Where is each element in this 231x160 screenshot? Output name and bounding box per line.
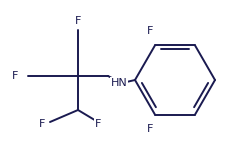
Text: F: F xyxy=(75,16,81,26)
Text: HN: HN xyxy=(111,78,127,88)
Text: F: F xyxy=(95,119,101,129)
Text: F: F xyxy=(39,119,45,129)
Text: F: F xyxy=(147,26,153,36)
Text: F: F xyxy=(147,124,153,134)
Text: F: F xyxy=(12,71,18,81)
